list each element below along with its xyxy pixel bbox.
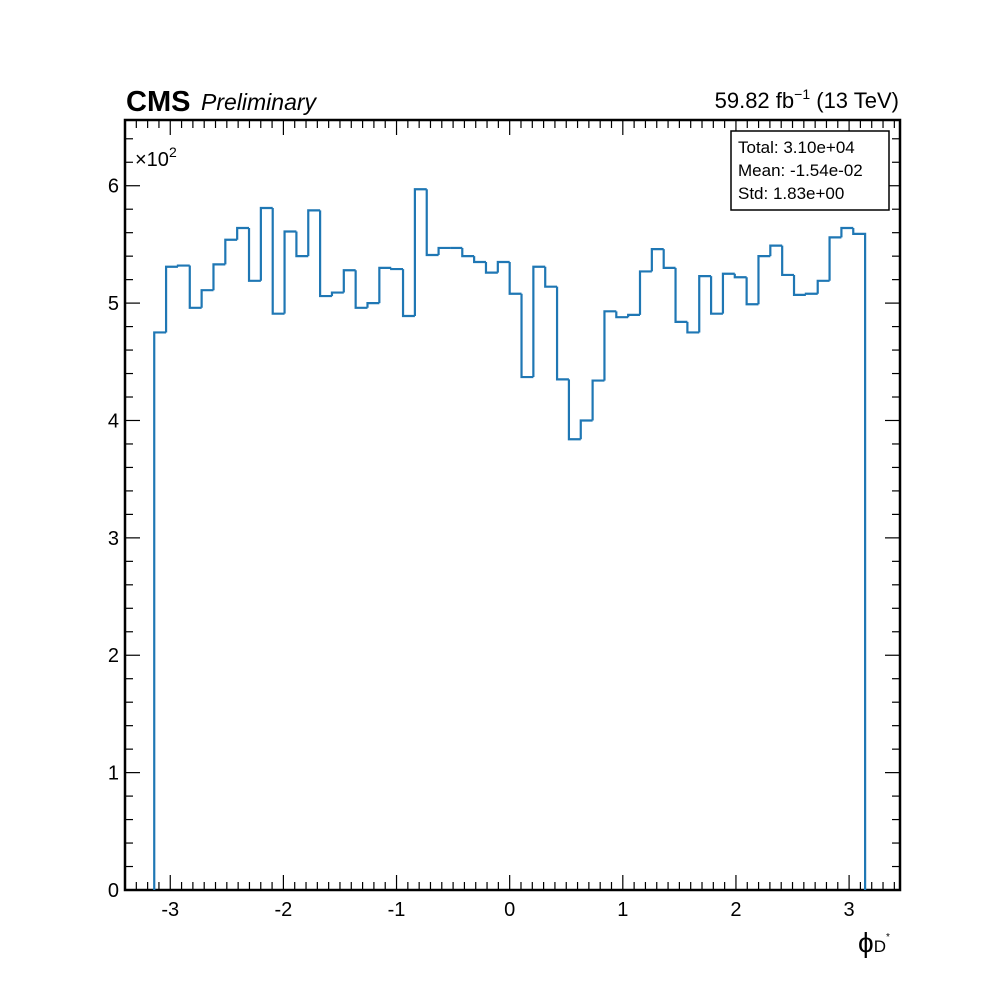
histogram-bin xyxy=(307,209,321,257)
histogram-bin xyxy=(840,226,854,238)
x-axis-label: ϕD* xyxy=(858,927,890,958)
histogram-bin xyxy=(212,263,226,291)
histogram-bin xyxy=(852,227,867,890)
y-tick-label: 6 xyxy=(108,176,119,198)
histogram xyxy=(153,188,867,890)
histogram-bin xyxy=(532,265,546,378)
histogram-bin xyxy=(591,379,605,421)
histogram-bin xyxy=(686,321,700,334)
x-tick-label: -1 xyxy=(388,899,406,921)
histogram-bin xyxy=(520,293,534,379)
histogram-bin xyxy=(188,265,202,309)
histogram-bin xyxy=(425,189,439,257)
histogram-bin xyxy=(555,286,569,381)
histogram-bin xyxy=(544,266,558,288)
stats-std: Std: 1.83e+00 xyxy=(738,184,844,203)
histogram-bin xyxy=(745,277,759,306)
x-tick-label: 0 xyxy=(504,899,515,921)
histogram-bin xyxy=(816,279,830,294)
histogram-bin xyxy=(496,260,510,273)
histogram-bin xyxy=(792,274,806,296)
status-label: Preliminary xyxy=(201,89,318,115)
y-multiplier: ×102 xyxy=(135,144,177,171)
energy-label: (13 TeV) xyxy=(816,88,899,113)
stats-total: Total: 3.10e+04 xyxy=(738,138,855,157)
histogram-bin xyxy=(627,313,640,318)
histogram-bin xyxy=(390,267,404,271)
x-tick-label: 2 xyxy=(730,899,741,921)
histogram-bin xyxy=(401,269,415,318)
y-tick-labels: 0 1 2 3 4 5 6 xyxy=(108,176,119,902)
histogram-bin xyxy=(461,247,475,258)
histogram-bin xyxy=(153,331,167,890)
histogram-bin xyxy=(757,255,771,305)
x-tick-label: -2 xyxy=(274,899,292,921)
histogram-bin xyxy=(200,289,214,308)
plot-frame xyxy=(123,118,902,892)
histogram-bin xyxy=(769,244,783,257)
x-axis-label-symbol: ϕ xyxy=(858,927,874,958)
histogram-bin xyxy=(484,262,498,274)
histogram-bin xyxy=(247,227,261,282)
histogram-bin xyxy=(828,236,842,281)
axis-ticks xyxy=(124,120,900,891)
x-tick-label: -3 xyxy=(161,899,179,921)
y-tick-label: 5 xyxy=(108,293,119,315)
y-tick-label: 1 xyxy=(108,763,119,785)
histogram-bin xyxy=(579,419,593,440)
histogram-bin xyxy=(378,266,392,304)
y-tick-label: 4 xyxy=(108,410,119,432)
y-tick-label: 3 xyxy=(108,528,119,550)
histogram-bin xyxy=(437,246,451,255)
experiment-label: CMS xyxy=(126,86,190,118)
histogram-bin xyxy=(508,262,522,295)
histogram-bin xyxy=(413,188,427,317)
stats-box: Total: 3.10e+04 Mean: -1.54e-02 Std: 1.8… xyxy=(730,130,890,211)
x-axis-label-sup: * xyxy=(886,932,890,943)
histogram-bin xyxy=(176,264,190,267)
y-multiplier-exponent: 2 xyxy=(169,144,177,160)
histogram-bin xyxy=(330,291,344,297)
histogram-bin xyxy=(674,267,688,323)
y-tick-label: 2 xyxy=(108,645,119,667)
x-tick-label: 3 xyxy=(844,899,855,921)
lumi-value: 59.82 xyxy=(715,88,770,113)
histogram-bin xyxy=(662,249,676,269)
histogram-bin xyxy=(259,206,273,281)
histogram-bin xyxy=(733,273,747,279)
histogram-bin xyxy=(342,269,356,293)
histogram-bin xyxy=(366,302,380,308)
x-axis-label-sub: D xyxy=(874,937,886,956)
histogram-bin xyxy=(319,210,332,298)
histogram-bin xyxy=(271,208,285,315)
lumi-exponent: −1 xyxy=(794,86,810,102)
y-tick-label: 0 xyxy=(108,880,119,902)
x-tick-labels: -3 -2 -1 0 1 2 3 xyxy=(161,899,854,921)
histogram-bin xyxy=(804,292,818,295)
histogram-bin xyxy=(473,256,486,264)
histogram-bin xyxy=(721,272,735,314)
histogram-bin xyxy=(781,245,795,277)
histogram-bin xyxy=(650,248,664,272)
histogram-bin xyxy=(638,270,652,315)
histogram-bin xyxy=(615,311,629,319)
histogram-bin xyxy=(354,270,368,309)
histogram-bin xyxy=(283,230,297,314)
histogram-bin xyxy=(236,226,250,240)
lumi-unit: fb xyxy=(776,88,794,113)
histogram-bin xyxy=(698,275,712,333)
stats-box-frame xyxy=(730,130,890,211)
x-tick-label: 1 xyxy=(617,899,628,921)
histogram-bin xyxy=(603,310,617,381)
histogram-bin xyxy=(224,238,238,265)
histogram-bin xyxy=(295,231,309,258)
histogram-bin xyxy=(567,379,581,441)
luminosity-label: 59.82 fb−1 (13 TeV) xyxy=(715,86,899,113)
histogram-bin xyxy=(709,276,723,315)
y-multiplier-base: ×10 xyxy=(135,149,169,171)
stats-mean: Mean: -1.54e-02 xyxy=(738,161,863,180)
histogram-bin xyxy=(164,265,178,333)
